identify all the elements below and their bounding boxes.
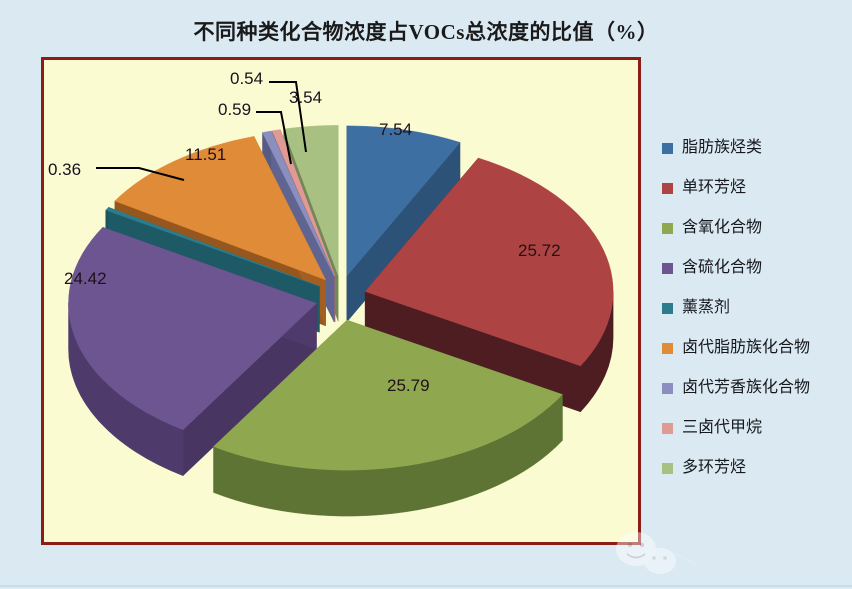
data-label-脂肪族烃类: 7.54 [379,120,413,139]
data-label-三卤代甲烷: 0.54 [230,69,264,88]
data-label-薰蒸剂: 0.36 [48,160,82,179]
pie-slice-脂肪族烃类[interactable] [346,125,461,277]
page-title: 不同种类化合物浓度占VOCs总浓度的比值（%） [193,20,659,44]
legend-swatch [662,302,673,314]
legend-item[interactable]: 含氧化合物 [662,208,848,248]
pie-3d-graphic [68,125,614,517]
data-label-含氧化合物: 25.79 [387,376,430,395]
legend-item[interactable]: 多环芳烃 [662,448,848,488]
pie-slice-卤代脂肪族化合物[interactable] [114,136,327,281]
data-label-单环芳烃: 25.72 [518,241,561,260]
legend-item[interactable]: 薰蒸剂 [662,288,848,328]
legend-label: 薰蒸剂 [682,299,731,316]
pie-slice-含硫化合物[interactable] [68,227,317,430]
legend-label: 含硫化合物 [682,259,763,276]
legend-label: 含氧化合物 [682,219,763,236]
legend-item[interactable]: 单环芳烃 [662,168,848,208]
legend-swatch [662,382,673,394]
legend-label: 卤代脂肪族化合物 [682,339,811,356]
legend-item[interactable]: 脂肪族烃类 [662,128,848,168]
data-label-卤代芳香族化合物: 0.59 [218,100,252,119]
legend-label: 多环芳烃 [682,459,747,476]
legend-label: 单环芳烃 [682,179,747,196]
legend-item[interactable]: 卤代芳香族化合物 [662,368,848,408]
legend-swatch [662,462,673,474]
pie-slice-三卤代甲烷[interactable] [271,129,336,276]
legend-swatch [662,422,673,434]
legend-swatch [662,262,673,274]
pie-chart-canvas: 7.54 25.72 25.79 24.42 0.36 11.51 0.59 0.54 3.54 [44,60,638,542]
data-label-含硫化合物: 24.42 [64,269,107,288]
legend-item[interactable]: 含硫化合物 [662,248,848,288]
legend-swatch [662,142,673,154]
leader-line-036 [96,167,185,181]
pie-slice-单环芳烃[interactable] [364,157,614,367]
legend-swatch [662,342,673,354]
leader-line-059 [256,111,292,165]
legend-swatch [662,182,673,194]
bottom-divider [0,585,852,587]
legend-item[interactable]: 三卤代甲烷 [662,408,848,448]
leader-line-054 [269,81,307,153]
pie-slice-卤代芳香族化合物[interactable] [262,130,335,277]
legend-label: 卤代芳香族化合物 [682,379,811,396]
legend-item[interactable]: 卤代脂肪族化合物 [662,328,848,368]
legend-swatch [662,222,673,234]
plot-area: 7.54 25.72 25.79 24.42 0.36 11.51 0.59 0.54 3.54 [41,57,641,545]
pie-slice-含氧化合物[interactable] [213,319,563,471]
data-label-卤代脂肪族化合物: 11.51 [185,145,227,164]
legend-label: 三卤代甲烷 [682,419,763,436]
legend: 脂肪族烃类单环芳烃含氧化合物含硫化合物薰蒸剂卤代脂肪族化合物 卤代芳香族化合物 三卤… [662,128,848,488]
pie-slice-薰蒸剂[interactable] [105,207,320,287]
leader-lines [96,81,307,181]
legend-label: 脂肪族烃类 [682,139,763,156]
